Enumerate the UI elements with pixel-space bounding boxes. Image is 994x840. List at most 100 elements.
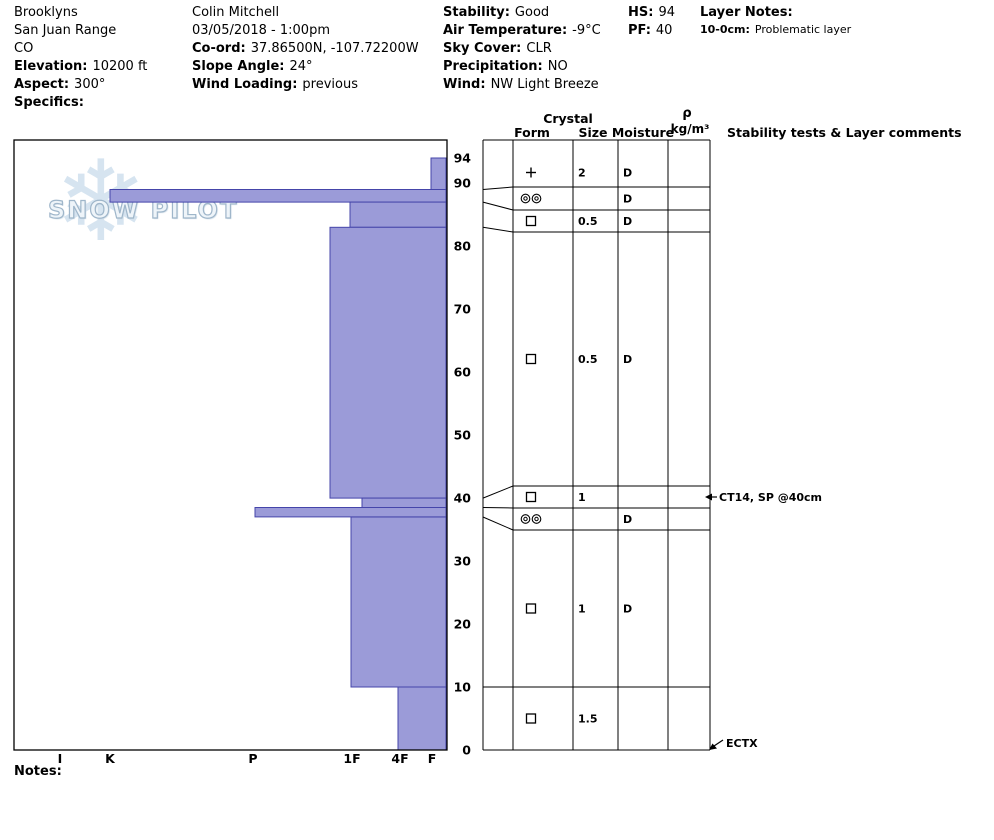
depth-tick-label: 94	[454, 151, 472, 166]
size-cell: 2	[578, 167, 586, 180]
moisture-cell: D	[623, 353, 632, 366]
layer-connector-line	[482, 507, 514, 509]
header-location: Brooklyns San Juan Range CO Elevation: 10…	[14, 4, 147, 112]
layer-hardness-bar	[109, 189, 447, 203]
layer-notes-title: Layer Notes:	[700, 4, 851, 22]
layer-connector-line	[482, 201, 514, 211]
form-header: Form	[514, 125, 550, 140]
moisture-cell: D	[623, 167, 632, 180]
hardness-tick-label: P	[248, 751, 257, 766]
layer-note-row: 10-0cm: Problematic layer	[700, 22, 851, 38]
aspect-row: Aspect: 300°	[14, 76, 147, 94]
layer-connector-line	[482, 186, 514, 190]
layer-hardness-bar	[397, 686, 447, 751]
density-unit-header: kg/m³	[671, 122, 710, 136]
pit-name: Brooklyns	[14, 5, 78, 20]
sky-cover-label: Sky Cover:	[443, 41, 522, 56]
depth-tick-label: 60	[454, 365, 472, 380]
depth-tick-label: 80	[454, 239, 472, 254]
depth-tick-label: 50	[454, 428, 472, 443]
air-temp-label: Air Temperature:	[443, 23, 568, 38]
crystal-mfcr-icon	[520, 514, 531, 524]
layer-note-label: 10-0cm:	[700, 23, 750, 36]
coord-label: Co-ord:	[192, 41, 246, 56]
hardness-tick-label: K	[105, 751, 116, 766]
specifics-row: Specifics:	[14, 94, 147, 112]
aspect-label: Aspect:	[14, 77, 70, 92]
depth-tick-label: 30	[454, 554, 472, 569]
depth-tick-label: 70	[454, 302, 472, 317]
crystal-mfcr-icon	[531, 514, 542, 524]
size-header: Size	[578, 125, 607, 140]
header-conditions: Stability: Good Air Temperature: -9°C Sky …	[443, 4, 601, 94]
test-arrow-icon	[713, 739, 724, 747]
layer-hardness-bar	[254, 507, 447, 518]
size-cell: 0.5	[578, 215, 598, 228]
layer-hardness-bar	[361, 497, 447, 509]
moisture-cell: D	[623, 603, 632, 616]
aspect-value: 300°	[74, 77, 106, 92]
coord-row: Co-ord: 37.86500N, -107.72200W	[192, 40, 419, 58]
depth-tick-label: 90	[454, 176, 472, 191]
hs-label: HS:	[628, 5, 654, 20]
wind-loading-value: previous	[302, 77, 358, 92]
slope-angle-value: 24°	[289, 59, 313, 74]
hardness-tick-label: 1F	[343, 751, 360, 766]
pf-value: 40	[655, 23, 673, 38]
density-rho-header: ρ	[682, 106, 691, 121]
wind-label: Wind:	[443, 77, 486, 92]
crystal-mfcr-icon	[534, 196, 539, 201]
crystal-mfcr-icon	[523, 196, 528, 201]
crystal-fc-icon	[525, 215, 537, 227]
test-arrow-icon	[709, 743, 717, 750]
layer-hardness-bar	[329, 226, 447, 499]
layer-hardness-bar	[350, 516, 447, 688]
layer-connector-line	[482, 516, 514, 531]
wind-loading-row: Wind Loading: previous	[192, 76, 419, 94]
notes-label: Notes:	[14, 764, 62, 779]
sky-cover-row: Sky Cover: CLR	[443, 40, 601, 58]
crystal-fc-icon	[525, 353, 537, 365]
wind-loading-label: Wind Loading:	[192, 77, 298, 92]
elevation-label: Elevation:	[14, 59, 88, 74]
crystal-fc-icon	[525, 603, 537, 614]
slope-angle-label: Slope Angle:	[192, 59, 285, 74]
size-cell: 1	[578, 491, 586, 504]
wind-value: NW Light Breeze	[490, 77, 599, 92]
moisture-cell: D	[623, 513, 632, 526]
observer-name: Colin Mitchell	[192, 5, 280, 20]
stability-value: Good	[514, 5, 550, 20]
layer-connector-line	[482, 226, 514, 233]
precipitation-row: Precipitation: NO	[443, 58, 601, 76]
hs-row: HS: 94	[628, 4, 675, 22]
air-temp-value: -9°C	[572, 23, 601, 38]
layer-connector-line	[482, 485, 514, 499]
comment-arrow-icon	[705, 493, 712, 501]
depth-tick-label: 40	[454, 491, 472, 506]
state: CO	[14, 41, 34, 56]
wind-row: Wind: NW Light Breeze	[443, 76, 601, 94]
specifics-label: Specifics:	[14, 95, 84, 110]
header-observer: Colin Mitchell 03/05/2018 - 1:00pm Co-or…	[192, 4, 419, 94]
stability-label: Stability:	[443, 5, 510, 20]
moisture-header: Moisture	[612, 125, 674, 140]
slope-angle-row: Slope Angle: 24°	[192, 58, 419, 76]
bottom-test-label: ECTX	[726, 737, 758, 750]
hardness-tick-label: I	[58, 751, 63, 766]
stability-row: Stability: Good	[443, 4, 601, 22]
hardness-tick-label: F	[428, 751, 437, 766]
crystal-mfcr-icon	[523, 516, 528, 522]
precipitation-value: NO	[547, 59, 568, 74]
pit-datetime: 03/05/2018 - 1:00pm	[192, 23, 330, 38]
crystal-fc-icon	[525, 491, 537, 503]
comments-header: Stability tests & Layer comments	[727, 125, 962, 140]
crystal-header: Crystal	[543, 111, 593, 126]
size-cell: 1	[578, 603, 586, 616]
depth-tick-label: 0	[462, 743, 471, 758]
elevation-value: 10200 ft	[92, 59, 148, 74]
crystal-mfcr-icon	[531, 193, 542, 204]
layer-notes-title-text: Layer Notes:	[700, 5, 793, 20]
size-cell: 0.5	[578, 353, 598, 366]
